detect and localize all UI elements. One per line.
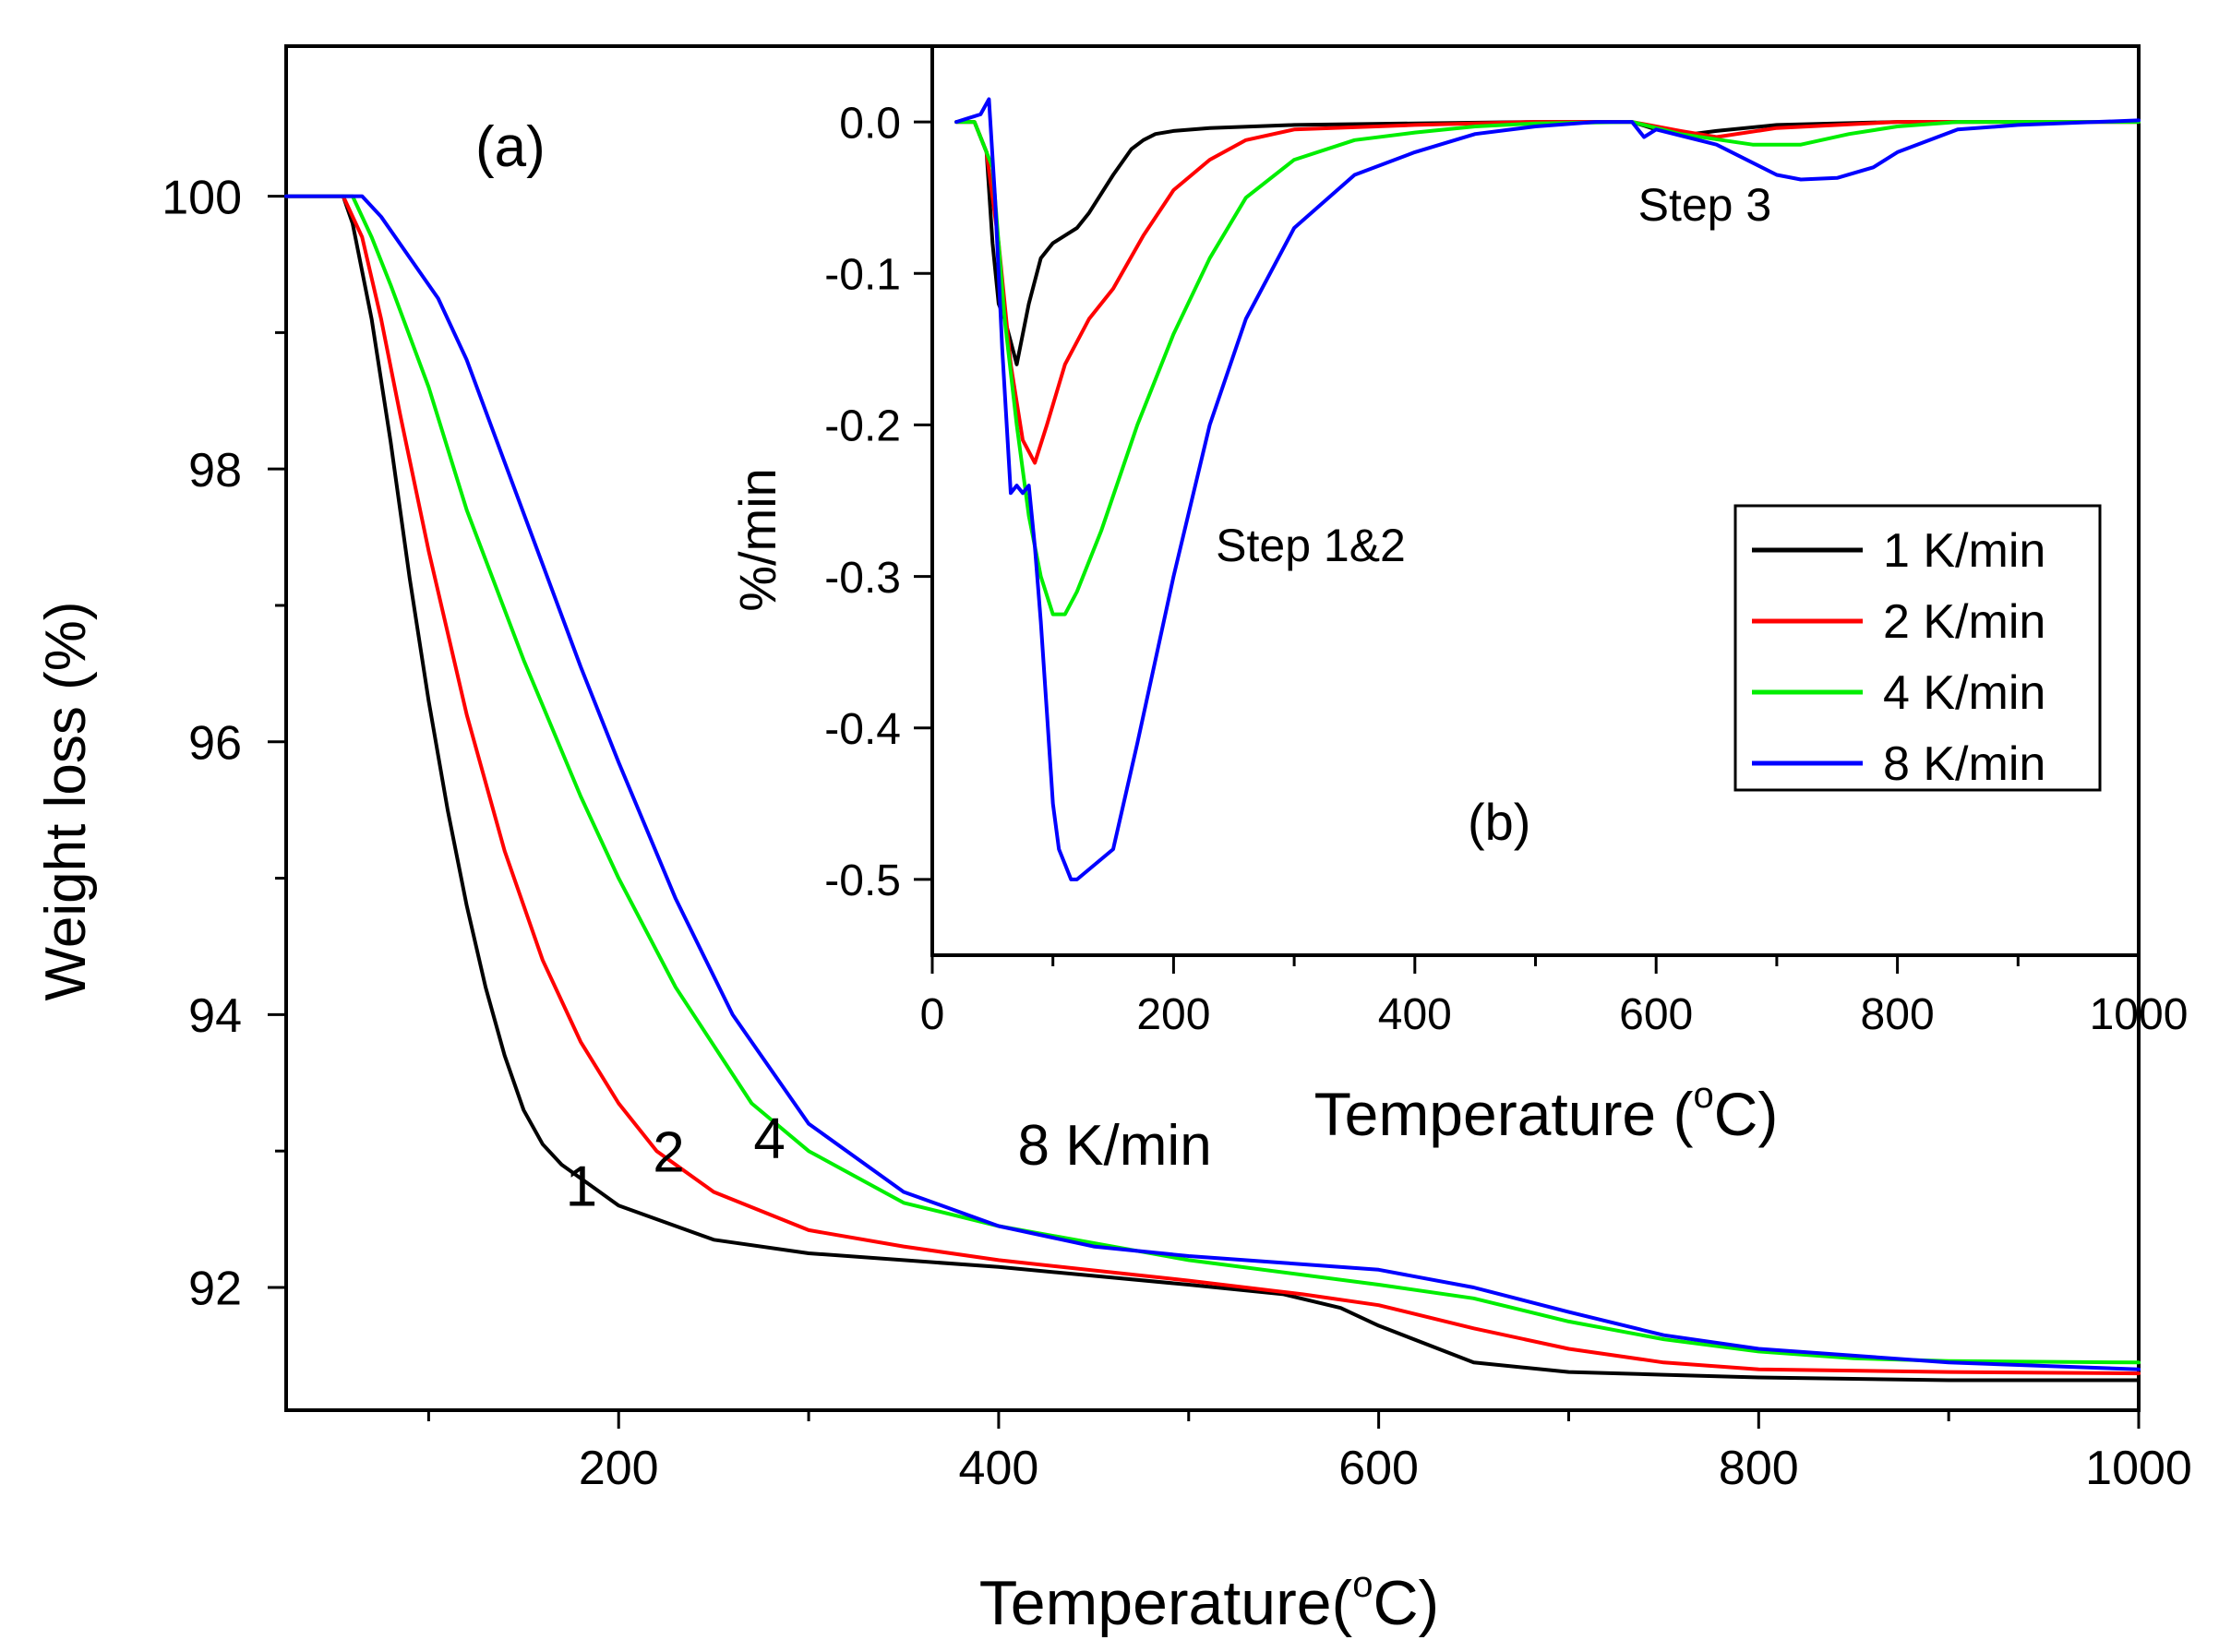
panel-b-legend: 1 K/min 2 K/min 4 K/min 8 K/min: [1733, 504, 2102, 792]
x-tick-label: 600: [1619, 990, 1693, 1039]
annotation-label: Step 3: [1638, 179, 1772, 231]
x-tick-label: 800: [1719, 1442, 1799, 1495]
y-tick-label: -0.3: [824, 554, 901, 603]
panel-b-label: (b): [1468, 793, 1530, 851]
y-tick-label: 96: [188, 717, 242, 771]
series-line-2-k-min: [284, 194, 2141, 1376]
y-tick-label: -0.1: [824, 251, 901, 300]
y-tick-label: 94: [188, 989, 242, 1043]
panel-b-ylabel: %/min: [728, 468, 786, 612]
panel-a-annotations: 12 4 8 K/min: [566, 1107, 1212, 1219]
legend-label: 1 K/min: [1883, 524, 2045, 578]
series-line-1-k-min: [284, 194, 2141, 1383]
series-line-4-k-min: [954, 120, 2141, 617]
panel-b-ticks: 0 200 400 600 800 1000 0.0 -0.1 -0.2 -0.3 -0.4 -0.5: [824, 99, 2188, 1039]
panel-a-label: (a): [475, 115, 546, 179]
annotation-label: 2: [653, 1120, 684, 1184]
annotation-label: 4: [753, 1107, 785, 1171]
panel-b-xlabel-base: Temperature (: [1314, 1080, 1694, 1148]
annotation-label: Step 1&2: [1216, 520, 1406, 571]
panel-a-xlabel-tail: C): [1373, 1568, 1439, 1638]
legend-label: 4 K/min: [1883, 666, 2045, 720]
panel-a-series: [284, 194, 2141, 1383]
series-line-4-k-min: [284, 194, 2141, 1365]
panel-b-background: [932, 46, 2139, 955]
panel-b-xlabel-tail: C): [1714, 1080, 1779, 1148]
y-tick-label: 100: [162, 171, 242, 224]
legend-label: 2 K/min: [1883, 595, 2045, 649]
x-tick-label: 200: [579, 1442, 659, 1495]
y-tick-label: -0.5: [824, 856, 901, 905]
panel-a-tga-chart: 200 400 600 800 1000 92 94 96 98 100 12 4 8 K/min (…: [34, 44, 2192, 1638]
annotation-label: 8 K/min: [1018, 1114, 1212, 1178]
x-tick-label: 800: [1861, 990, 1935, 1039]
x-tick-label: 400: [959, 1442, 1039, 1495]
legend-label: 8 K/min: [1883, 737, 2045, 791]
legend-frame: [1733, 504, 2102, 792]
panel-a-xlabel: Temperature(oC): [979, 1564, 1439, 1638]
x-tick-label: 1000: [2090, 990, 2189, 1039]
y-tick-label: 98: [188, 444, 242, 497]
y-tick-label: -0.4: [824, 705, 901, 754]
panel-b-annotations: Step 1&2 Step 3: [1216, 179, 1771, 571]
panel-a-ticks: 200 400 600 800 1000 92 94 96 98 100: [162, 171, 2192, 1495]
x-tick-label: 1000: [2085, 1442, 2192, 1495]
panel-b-series: [954, 97, 2141, 881]
y-tick-label: 0.0: [839, 99, 901, 148]
series-line-8-k-min: [954, 97, 2141, 881]
panel-a-xlabel-sup: o: [1352, 1564, 1373, 1605]
annotation-label: 1: [566, 1155, 597, 1218]
panel-a-xlabel-base: Temperature(: [979, 1568, 1353, 1638]
x-tick-label: 600: [1338, 1442, 1419, 1495]
panel-b-xlabel-sup: o: [1693, 1075, 1713, 1116]
y-tick-label: -0.2: [824, 402, 901, 451]
x-tick-label: 200: [1136, 990, 1210, 1039]
x-tick-label: 0: [920, 990, 945, 1039]
y-tick-label: 92: [188, 1263, 242, 1316]
panel-b-xlabel: Temperature (oC): [1314, 1075, 1779, 1148]
x-tick-label: 400: [1378, 990, 1452, 1039]
panel-a-ylabel: Weight loss (%): [34, 602, 98, 1001]
series-line-8-k-min: [284, 194, 2141, 1371]
panel-b-dtg-inset: 0 200 400 600 800 1000 0.0 -0.1 -0.2 -0.3 -0.4 -0.5…: [728, 44, 2188, 1148]
